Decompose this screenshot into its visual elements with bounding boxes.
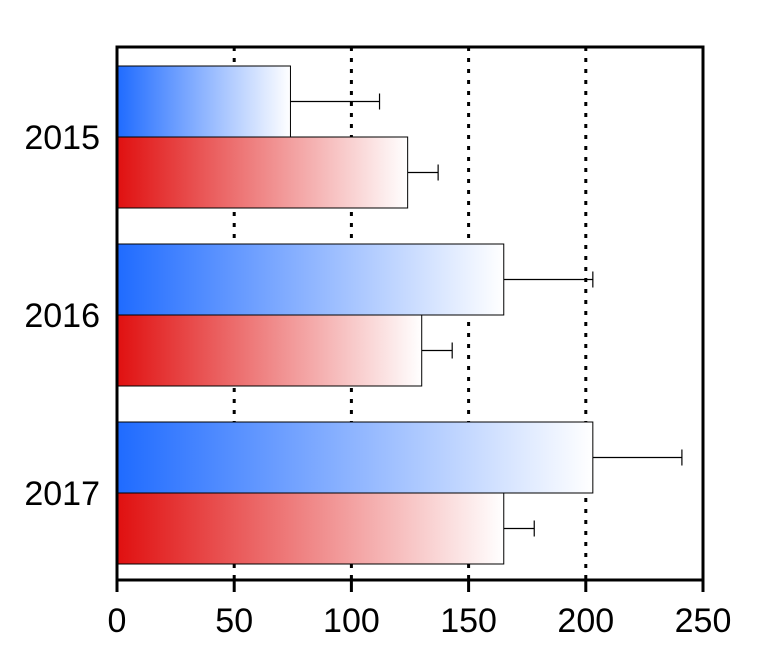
- x-tick-label-3: 150: [440, 602, 497, 640]
- x-tick-label-4: 200: [557, 602, 614, 640]
- category-label-2016: 2016: [24, 297, 100, 335]
- x-tick-label-2: 100: [323, 602, 380, 640]
- category-label-2015: 2015: [24, 119, 100, 157]
- bar-2015-series-1: [116, 136, 409, 209]
- x-tick-label-0: 0: [108, 602, 127, 640]
- x-tick-label-1: 50: [215, 602, 253, 640]
- bar-2015-series-0: [116, 65, 291, 138]
- category-label-2017: 2017: [24, 475, 100, 513]
- bar-2016-series-0: [116, 243, 505, 316]
- x-tick-label-5: 250: [675, 602, 732, 640]
- plot-frame: [115, 45, 705, 582]
- category-labels: 2015 2016 2017: [24, 119, 100, 513]
- bar-2017-series-0: [116, 421, 594, 494]
- bars: [116, 65, 594, 565]
- bar-2016-series-1: [116, 314, 423, 387]
- error-bars: [290, 93, 683, 537]
- bar-2017-series-1: [116, 492, 505, 565]
- x-axis-ticks: 0 50 100 150 200 250: [108, 580, 732, 640]
